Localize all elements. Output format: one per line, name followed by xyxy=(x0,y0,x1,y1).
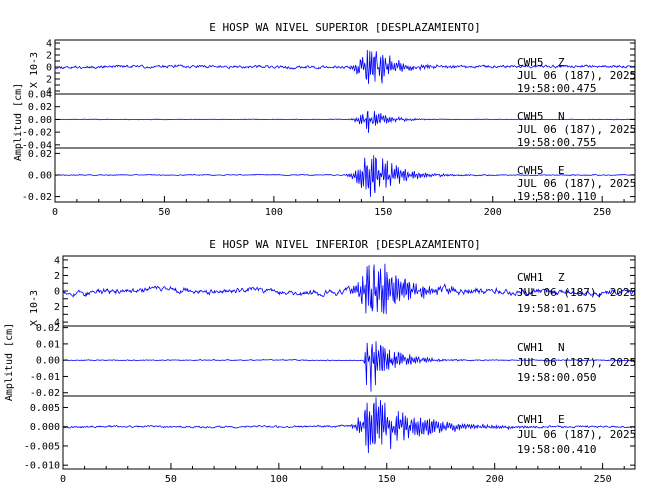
date-label: JUL 06 (187), 2025 xyxy=(517,123,636,136)
trace-cwh1-e xyxy=(62,397,636,454)
y-axis-label: Amplitud [cm] xyxy=(4,323,15,401)
annotation-cwh5-n: CWH5 N JUL 06 (187), 2025 19:58:00.755 xyxy=(517,110,636,149)
time-label: 19:58:01.675 xyxy=(517,302,596,315)
x-tick-label: 150 xyxy=(374,207,392,218)
y-tick-label: 2 xyxy=(54,271,60,282)
x-tick-label: 50 xyxy=(165,474,177,485)
time-label: 19:58:00.410 xyxy=(517,443,596,456)
y-tick-label: -0.01 xyxy=(30,372,60,383)
component-label: N xyxy=(558,341,565,354)
y-ticks-cwh5-n: -0.04-0.02 0.00 0.020.04 xyxy=(22,90,635,151)
station-label: CWH5 xyxy=(517,164,544,177)
annotation-cwh5-z: CWH5 Z JUL 06 (187), 2025 19:58:00.475 xyxy=(517,56,636,95)
chart-superior: E HOSP WA NIVEL SUPERIOR [DESPLAZAMIENTO… xyxy=(13,21,636,218)
scale-multiplier-label: X 10-3 xyxy=(29,52,40,88)
date-label: JUL 06 (187), 2025 xyxy=(517,356,636,369)
y-tick-label: 0.000 xyxy=(30,422,60,433)
y-tick-label: 4 xyxy=(54,255,60,266)
time-label: 19:58:00.475 xyxy=(517,82,596,95)
x-axis-ticks-inferior: 0 50 100 150 200 250 xyxy=(60,463,625,485)
y-tick-label: 4 xyxy=(46,39,52,50)
panel-frame-cwh1-e xyxy=(62,395,636,470)
y-tick-label: 0.00 xyxy=(28,171,52,182)
y-tick-label: 2 xyxy=(46,51,52,62)
date-label: JUL 06 (187), 2025 xyxy=(517,177,636,190)
x-tick-label: 250 xyxy=(594,474,612,485)
y-tick-label: -0.02 xyxy=(30,388,60,399)
y-tick-label: 0 xyxy=(46,63,52,74)
component-label: Z xyxy=(558,56,565,69)
annotation-cwh1-n: CWH1 N JUL 06 (187), 2025 19:58:00.050 xyxy=(517,341,636,384)
y-tick-label: 0.00 xyxy=(28,115,52,126)
y-tick-label: 4 xyxy=(54,318,60,329)
y-ticks-cwh5-e: -0.02 0.00 0.02 xyxy=(22,149,635,203)
time-label: 19:58:00.755 xyxy=(517,136,596,149)
annotation-cwh1-z: CWH1 Z JUL 06 (187), 2025 19:58:01.675 xyxy=(517,271,636,315)
y-ticks-cwh1-z: 4 2 0 2 4 xyxy=(54,255,635,329)
trace-cwh5-e xyxy=(54,155,636,197)
y-tick-label: -0.005 xyxy=(24,441,60,452)
y-tick-label: -0.010 xyxy=(24,461,60,472)
station-label: CWH5 xyxy=(517,110,544,123)
y-tick-label: 0.00 xyxy=(36,356,60,367)
station-label: CWH1 xyxy=(517,341,544,354)
trace-cwh1-n xyxy=(62,341,636,392)
y-tick-label: 2 xyxy=(46,75,52,86)
y-tick-label: 2 xyxy=(54,302,60,313)
component-label: Z xyxy=(558,271,565,284)
y-axis-label: Amplitud [cm] xyxy=(13,83,24,161)
station-label: CWH1 xyxy=(517,413,544,426)
date-label: JUL 06 (187), 2025 xyxy=(517,428,636,441)
x-tick-label: 200 xyxy=(486,474,504,485)
annotation-cwh5-e: CWH5 E JUL 06 (187), 2025 19:58:00.110 xyxy=(517,164,636,203)
chart-title: E HOSP WA NIVEL INFERIOR [DESPLAZAMIENTO… xyxy=(209,238,481,251)
chart-title: E HOSP WA NIVEL SUPERIOR [DESPLAZAMIENTO… xyxy=(209,21,481,34)
x-tick-label: 100 xyxy=(270,474,288,485)
y-tick-label: 0.04 xyxy=(28,90,52,101)
y-ticks-cwh1-e: -0.010 -0.005 0.000 0.005 xyxy=(24,403,635,472)
station-label: CWH1 xyxy=(517,271,544,284)
y-tick-label: 0.02 xyxy=(28,102,52,113)
trace-cwh5-n xyxy=(54,110,635,133)
y-tick-label: 0.02 xyxy=(28,149,52,160)
component-label: E xyxy=(558,413,565,426)
x-tick-label: 200 xyxy=(484,207,502,218)
y-ticks-cwh1-n: -0.02 -0.01 0.00 0.01 0.02 xyxy=(30,323,635,399)
x-tick-label: 100 xyxy=(265,207,283,218)
y-tick-label: 0.005 xyxy=(30,403,60,414)
time-label: 19:58:00.110 xyxy=(517,190,596,203)
y-tick-label: 0 xyxy=(54,287,60,298)
y-tick-label: 0.02 xyxy=(36,323,60,334)
component-label: E xyxy=(558,164,565,177)
scale-multiplier-label: X 10-3 xyxy=(29,290,40,326)
date-label: JUL 06 (187), 2025 xyxy=(517,286,636,299)
component-label: N xyxy=(558,110,565,123)
time-label: 19:58:00.050 xyxy=(517,371,596,384)
x-tick-label: 50 xyxy=(158,207,170,218)
x-tick-label: 150 xyxy=(378,474,396,485)
x-tick-label: 0 xyxy=(52,207,58,218)
y-tick-label: -0.02 xyxy=(22,192,52,203)
trace-cwh1-z xyxy=(62,263,635,315)
y-tick-label: -0.04 xyxy=(22,140,52,151)
x-tick-label: 0 xyxy=(60,474,66,485)
station-label: CWH5 xyxy=(517,56,544,69)
y-tick-label: 0.01 xyxy=(36,339,60,350)
x-axis-ticks-superior: 0 50 100 150 200 250 xyxy=(52,196,625,218)
annotation-cwh1-e: CWH1 E JUL 06 (187), 2025 19:58:00.410 xyxy=(517,413,636,456)
y-tick-label: 4 xyxy=(46,87,52,98)
trace-cwh5-z xyxy=(54,49,636,84)
y-tick-label: -0.02 xyxy=(22,128,52,139)
date-label: JUL 06 (187), 2025 xyxy=(517,69,636,82)
chart-inferior: E HOSP WA NIVEL INFERIOR [DESPLAZAMIENTO… xyxy=(4,238,636,485)
x-tick-label: 250 xyxy=(593,207,611,218)
